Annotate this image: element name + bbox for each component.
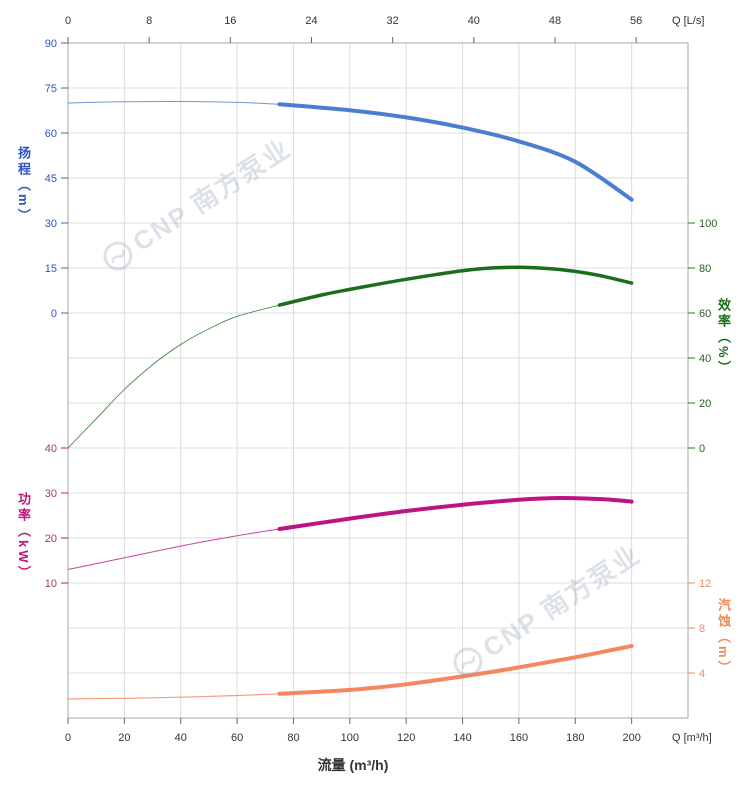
flow-axis-title: 流量 (m³/h) [317, 757, 389, 773]
tick-label-efficiency-axis: 60 [699, 308, 711, 320]
npsh-curve-thin [67, 693, 280, 700]
tick-label-top-axis: 40 [468, 15, 480, 27]
tick-label-bottom-axis: 160 [510, 732, 528, 744]
tick-label-top-axis: 8 [146, 15, 152, 27]
tick-label-bottom-axis: 180 [566, 732, 584, 744]
power-axis-title: 功率（kW） [16, 492, 31, 582]
tick-label-npsh-axis: 4 [699, 668, 705, 680]
tick-label-head-axis: 0 [51, 308, 57, 320]
tick-label-power-axis: 20 [45, 533, 57, 545]
tick-label-bottom-axis: 80 [287, 732, 299, 744]
watermark-text: CNP 南方泵业 [127, 133, 296, 257]
watermark-logo-swirl [111, 249, 125, 264]
tick-label-head-axis: 60 [45, 128, 57, 140]
efficiency-axis-title: 效率（%） [716, 298, 731, 377]
tick-label-efficiency-axis: 20 [699, 398, 711, 410]
tick-label-npsh-axis: 12 [699, 578, 711, 590]
watermark-text: CNP 南方泵业 [477, 539, 646, 663]
tick-label-power-axis: 10 [45, 578, 57, 590]
tick-label-top-axis: 32 [387, 15, 399, 27]
bottom-axis-unit-label: Q [m³/h] [672, 732, 712, 744]
npsh-curve [277, 644, 634, 696]
tick-label-top-axis: 0 [65, 15, 71, 27]
watermark: CNP 南方泵业 [103, 133, 296, 271]
power-curve [277, 495, 634, 531]
head-axis-title: 扬程（m） [16, 146, 31, 225]
tick-label-bottom-axis: 140 [453, 732, 471, 744]
tick-label-head-axis: 75 [45, 83, 57, 95]
tick-label-bottom-axis: 200 [622, 732, 640, 744]
efficiency-curve [277, 265, 634, 307]
tick-label-head-axis: 15 [45, 263, 57, 275]
npsh-axis-title: 汽蚀（m） [716, 598, 731, 677]
tick-label-power-axis: 30 [45, 488, 57, 500]
tick-label-efficiency-axis: 100 [699, 218, 717, 230]
watermark-logo-swirl [461, 655, 475, 670]
tick-label-bottom-axis: 20 [118, 732, 130, 744]
efficiency-curve-thin [67, 304, 280, 449]
tick-label-bottom-axis: 100 [341, 732, 359, 744]
tick-label-bottom-axis: 40 [175, 732, 187, 744]
tick-label-top-axis: 24 [305, 15, 317, 27]
axes: 0 8 16 24 32 40 48 56 Q [L/s]0 20 40 60 80 100 120 140 1… [45, 15, 718, 744]
tick-label-top-axis: 56 [630, 15, 642, 27]
head-curve [277, 102, 634, 202]
grid [67, 42, 688, 719]
tick-label-head-axis: 30 [45, 218, 57, 230]
tick-label-top-axis: 48 [549, 15, 561, 27]
tick-label-head-axis: 45 [45, 173, 57, 185]
plot-border [67, 42, 689, 719]
power-curve-thin [67, 528, 280, 570]
tick-label-power-axis: 40 [45, 443, 57, 455]
tick-label-top-axis: 16 [224, 15, 236, 27]
top-axis-unit-label: Q [L/s] [672, 15, 704, 27]
watermark-logo-icon [103, 241, 133, 271]
tick-label-npsh-axis: 8 [699, 623, 705, 635]
watermark-logo-icon [453, 647, 483, 677]
tick-label-bottom-axis: 120 [397, 732, 415, 744]
head-curve-thin [67, 100, 280, 105]
tick-label-efficiency-axis: 40 [699, 353, 711, 365]
tick-label-head-axis: 90 [45, 38, 57, 50]
tick-label-efficiency-axis: 0 [699, 443, 705, 455]
tick-label-bottom-axis: 0 [65, 732, 71, 744]
tick-label-bottom-axis: 60 [231, 732, 243, 744]
tick-label-efficiency-axis: 80 [699, 263, 711, 275]
